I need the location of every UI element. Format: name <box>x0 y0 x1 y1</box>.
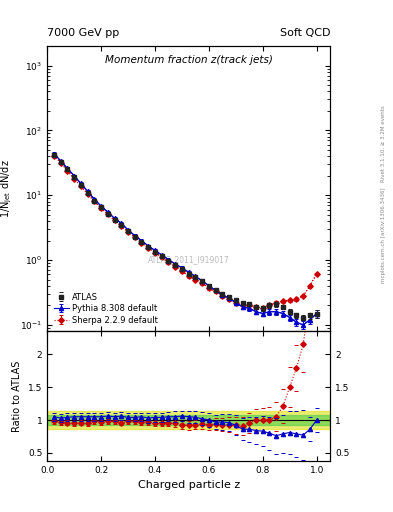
Legend: ATLAS, Pythia 8.308 default, Sherpa 2.2.9 default: ATLAS, Pythia 8.308 default, Sherpa 2.2.… <box>51 290 160 327</box>
Text: Momentum fraction z(track jets): Momentum fraction z(track jets) <box>105 55 273 65</box>
Text: 7000 GeV pp: 7000 GeV pp <box>47 28 119 38</box>
Y-axis label: 1/N$_{\rm jet}$ dN/dz: 1/N$_{\rm jet}$ dN/dz <box>0 159 15 218</box>
Text: Soft QCD: Soft QCD <box>280 28 330 38</box>
Text: mcplots.cern.ch [arXiv:1306.3436]: mcplots.cern.ch [arXiv:1306.3436] <box>381 188 386 283</box>
X-axis label: Charged particle z: Charged particle z <box>138 480 240 490</box>
Text: Rivet 3.1.10, ≥ 3.2M events: Rivet 3.1.10, ≥ 3.2M events <box>381 105 386 182</box>
Text: ATLAS_2011_I919017: ATLAS_2011_I919017 <box>148 255 230 264</box>
Y-axis label: Ratio to ATLAS: Ratio to ATLAS <box>12 360 22 432</box>
